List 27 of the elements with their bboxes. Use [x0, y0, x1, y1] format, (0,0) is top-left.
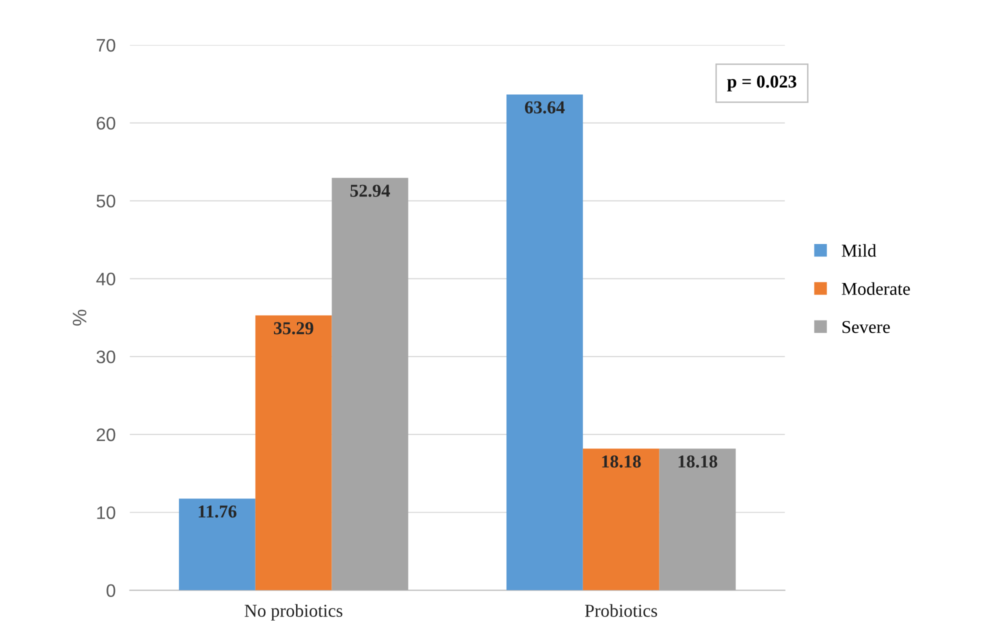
data-label: 11.76: [198, 505, 236, 518]
y-tick-label: 0: [106, 584, 116, 597]
y-tick-label: 10: [97, 506, 116, 520]
y-tick-label: 70: [96, 38, 116, 52]
data-label: 35.29: [274, 322, 314, 334]
bar: [332, 178, 408, 590]
bar: [178, 498, 256, 590]
data-label: 18.18: [678, 455, 718, 468]
data-label: 18.18: [602, 455, 641, 468]
legend-label: Mild: [842, 244, 876, 257]
bar: [582, 448, 660, 590]
bar: [506, 94, 583, 590]
bar: [659, 448, 736, 590]
y-tick-label: 20: [96, 428, 116, 442]
y-tick-label: 30: [96, 350, 116, 364]
x-tick-label: No probiotics: [244, 604, 342, 621]
x-tick-label: Probiotics: [585, 604, 658, 617]
legend-label: Moderate: [842, 282, 910, 295]
y-tick-label: 50: [96, 194, 116, 208]
data-label: 52.94: [350, 184, 390, 197]
legend-label: Severe: [842, 320, 890, 334]
bar: [255, 315, 332, 590]
annotation: p = 0.023: [727, 76, 796, 92]
y-tick-label: 60: [96, 116, 116, 130]
data-label: 63.64: [524, 101, 565, 114]
y-axis-title: %: [72, 310, 86, 326]
y-tick-label: 40: [96, 272, 116, 286]
